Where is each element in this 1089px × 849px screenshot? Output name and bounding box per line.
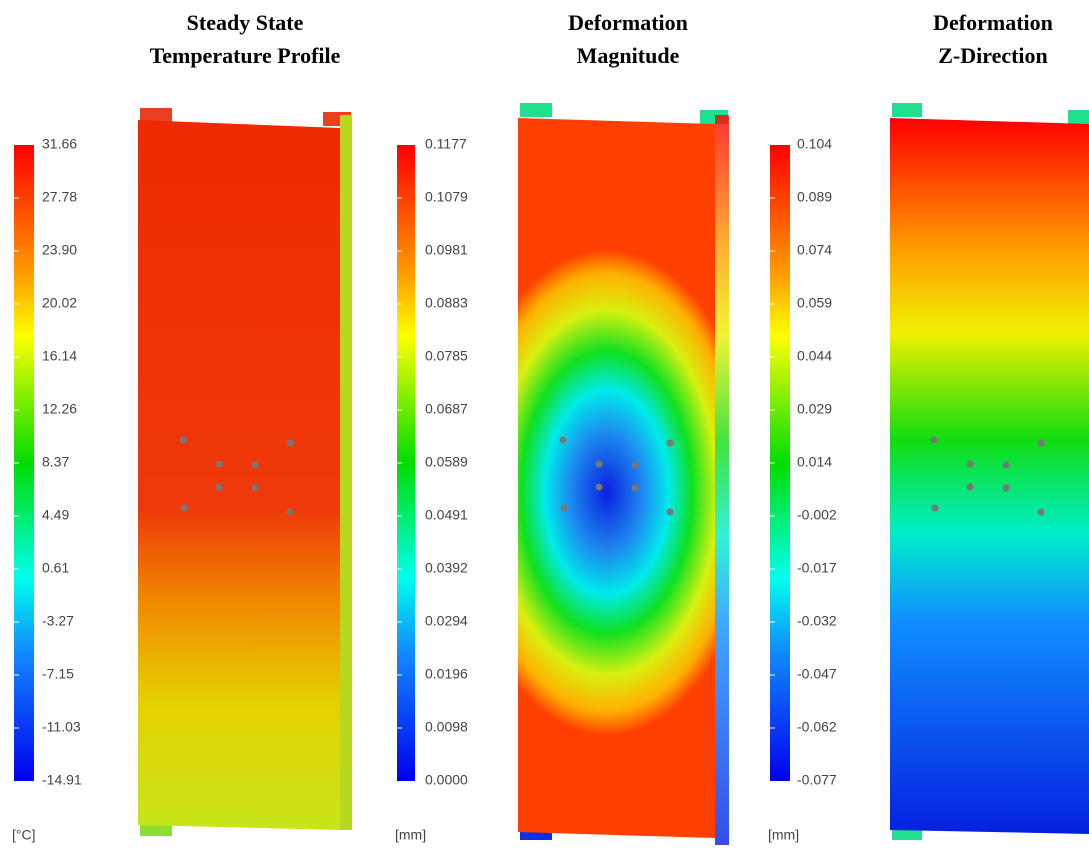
panel-title: Steady State <box>187 10 304 35</box>
scale-label: 0.0000 <box>425 772 468 788</box>
sensor-dot <box>287 440 294 447</box>
scale-label: 12.26 <box>42 401 77 417</box>
panel-title: Magnitude <box>577 43 680 68</box>
scale-label: 0.1177 <box>425 136 467 152</box>
scale-label: 0.0196 <box>425 666 468 682</box>
unit-label: [mm] <box>395 827 426 843</box>
sensor-dot <box>287 509 294 516</box>
scale-label: 0.074 <box>797 242 832 258</box>
scale-label: -0.077 <box>797 772 837 788</box>
panel-title: Deformation <box>933 10 1053 35</box>
scale-label: -11.03 <box>42 719 81 735</box>
sensor-dot <box>596 484 603 491</box>
scale-label: 8.37 <box>42 454 69 470</box>
scale-label: 0.0785 <box>425 348 468 364</box>
scale-label: 0.0883 <box>425 295 468 311</box>
scale-label: 20.02 <box>42 295 77 311</box>
sensor-dot <box>632 462 639 469</box>
panel-title: Deformation <box>568 10 688 35</box>
sensor-dot <box>560 437 567 444</box>
panel-title: Temperature Profile <box>150 43 341 68</box>
scale-label: 0.1079 <box>425 189 468 205</box>
scale-label: 0.089 <box>797 189 832 205</box>
sensor-dot <box>1038 440 1045 447</box>
sensor-dot <box>931 437 938 444</box>
scale-label: -0.017 <box>797 560 837 576</box>
scale-label: -0.047 <box>797 666 837 682</box>
plate-z <box>890 103 1089 840</box>
scale-label: 0.61 <box>42 560 69 576</box>
scale-label: 27.78 <box>42 189 77 205</box>
plate-magnitude <box>518 103 729 845</box>
sensor-dot <box>667 440 674 447</box>
scale-label: 0.059 <box>797 295 832 311</box>
sensor-dot <box>967 484 974 491</box>
scale-label: 0.0294 <box>425 613 468 629</box>
unit-label: [°C] <box>12 827 36 843</box>
scale-label: -0.002 <box>797 507 837 523</box>
scale-label: 0.0589 <box>425 454 468 470</box>
sensor-dot <box>252 485 259 492</box>
sensor-dot <box>561 505 568 512</box>
sensor-dot <box>1038 509 1045 516</box>
sensor-dot <box>667 509 674 516</box>
sensor-dot <box>1003 462 1010 469</box>
scale-label: 0.0981 <box>425 242 468 258</box>
scale-label: 0.044 <box>797 348 832 364</box>
scale-label: 23.90 <box>42 242 77 258</box>
scale-label: -3.27 <box>42 613 74 629</box>
scale-label: -7.15 <box>42 666 74 682</box>
sensor-dot <box>216 484 223 491</box>
plate-temperature <box>138 108 352 836</box>
panel-title: Z-Direction <box>938 43 1048 68</box>
scale-label: 4.49 <box>42 507 69 523</box>
sensor-dot <box>632 485 639 492</box>
scale-label: 16.14 <box>42 348 77 364</box>
figure: Steady State Temperature Profile 31.66 27.7… <box>0 0 1089 849</box>
scale-label: -0.032 <box>797 613 837 629</box>
scale-label: -0.062 <box>797 719 837 735</box>
scale-label: 31.66 <box>42 136 77 152</box>
scale-label: 0.0098 <box>425 719 468 735</box>
sensor-dot <box>596 461 603 468</box>
scale-label: -14.91 <box>42 772 82 788</box>
sensor-dot <box>932 505 939 512</box>
sensor-dot <box>1003 485 1010 492</box>
sensor-dot <box>180 437 187 444</box>
sensor-dot <box>252 462 259 469</box>
scale-label: 0.0392 <box>425 560 468 576</box>
scale-label: 0.014 <box>797 454 832 470</box>
scale-label: 0.029 <box>797 401 832 417</box>
sensor-dot <box>967 461 974 468</box>
sensor-dot <box>181 505 188 512</box>
scale-label: 0.104 <box>797 136 832 152</box>
sensor-dot <box>216 461 223 468</box>
scale-label: 0.0687 <box>425 401 468 417</box>
scale-label: 0.0491 <box>425 507 468 523</box>
unit-label: [mm] <box>768 827 799 843</box>
